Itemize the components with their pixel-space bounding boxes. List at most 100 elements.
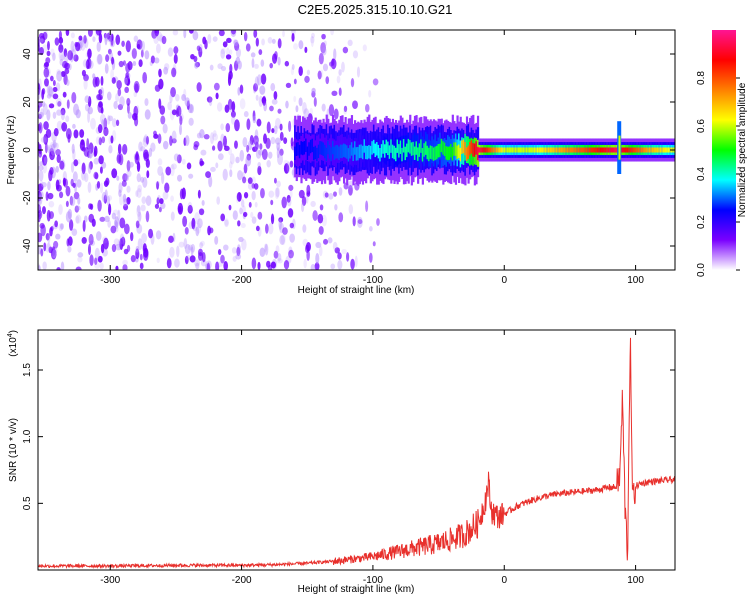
noise-speckle — [333, 48, 337, 61]
noise-speckle — [356, 66, 361, 78]
ridge-cell — [450, 143, 453, 158]
noise-speckle — [82, 220, 86, 232]
noise-speckle — [217, 261, 223, 267]
noise-speckle — [104, 189, 108, 200]
ridge-cell — [593, 147, 596, 153]
noise-speckle — [226, 37, 232, 43]
noise-speckle — [309, 107, 314, 116]
noise-speckle — [245, 43, 251, 52]
noise-speckle — [352, 216, 356, 227]
noise-speckle — [54, 220, 58, 228]
noise-speckle — [43, 121, 49, 130]
noise-speckle — [166, 258, 172, 269]
noise-speckle — [98, 32, 103, 44]
noise-speckle — [47, 233, 51, 244]
noise-speckle — [95, 231, 102, 241]
noise-speckle — [252, 115, 257, 124]
noise-speckle — [236, 244, 241, 256]
noise-speckle — [167, 101, 172, 111]
noise-speckle — [60, 70, 66, 78]
spectrogram-x-axis: -300 -200 -100 0 100 — [100, 30, 644, 286]
ridge-cell — [514, 147, 517, 153]
noise-speckle — [63, 178, 68, 188]
noise-speckle — [317, 70, 322, 80]
ridge-cell — [420, 139, 423, 153]
noise-speckle — [317, 213, 324, 224]
noise-speckle — [225, 123, 231, 133]
noise-speckle — [107, 115, 111, 125]
noise-speckle — [47, 192, 54, 200]
ridge-cell — [331, 140, 335, 155]
noise-speckle — [81, 146, 86, 152]
noise-speckle — [63, 73, 68, 86]
noise-speckle — [194, 212, 200, 224]
ridge-cell — [388, 145, 391, 159]
noise-speckle — [136, 205, 141, 217]
noise-speckle — [195, 262, 200, 270]
noise-speckle — [115, 226, 119, 233]
noise-speckle — [113, 101, 118, 110]
noise-speckle — [205, 171, 211, 179]
ridge-cell — [338, 146, 341, 160]
noise-speckle — [137, 184, 143, 193]
ridge-cell — [539, 147, 543, 153]
noise-speckle — [55, 148, 61, 156]
noise-speckle — [163, 66, 169, 75]
noise-speckle — [106, 91, 112, 101]
noise-speckle — [124, 223, 130, 235]
noise-speckle — [158, 78, 164, 90]
noise-speckle — [173, 153, 180, 162]
noise-speckle — [229, 161, 233, 169]
noise-speckle — [38, 113, 42, 120]
ridge-cell — [339, 144, 343, 159]
noise-speckle — [42, 31, 48, 40]
noise-speckle — [125, 40, 131, 53]
ridge-cell — [456, 145, 459, 159]
noise-speckle — [365, 103, 370, 113]
ridge-cell — [510, 147, 513, 153]
x-tick-label: -300 — [100, 575, 120, 586]
noise-speckle — [125, 174, 130, 181]
noise-speckle — [232, 255, 237, 262]
noise-speckle — [45, 191, 49, 202]
noise-speckle — [121, 180, 127, 187]
noise-speckle — [318, 245, 323, 257]
noise-speckle — [222, 41, 228, 48]
noise-speckle — [170, 164, 175, 177]
ridge-cell — [483, 147, 486, 153]
figure-title: C2E5.2025.315.10.10.G21 — [298, 2, 453, 17]
noise-speckle — [119, 96, 125, 107]
noise-speckle — [45, 243, 51, 253]
noise-speckle — [46, 93, 52, 99]
noise-speckle — [271, 38, 276, 44]
colorbar-ticks: 0.0 0.2 0.4 0.6 0.8 — [696, 71, 740, 277]
ridge-cell — [355, 147, 358, 161]
ridge-cell — [363, 140, 366, 168]
noise-speckle — [145, 195, 152, 206]
noise-speckle — [196, 45, 201, 52]
noise-speckle — [40, 108, 44, 119]
noise-speckle — [135, 105, 140, 114]
ridge-cell — [499, 147, 502, 153]
ridge-cell — [354, 141, 357, 155]
noise-speckle — [41, 87, 46, 95]
noise-speckle — [112, 209, 119, 216]
ridge-cell — [352, 147, 355, 162]
noise-speckle — [132, 61, 137, 67]
noise-speckle — [337, 259, 343, 270]
noise-speckle — [75, 266, 82, 270]
noise-speckle — [199, 129, 205, 139]
noise-speckle — [224, 219, 229, 228]
noise-speckle — [267, 36, 273, 44]
noise-speckle — [331, 58, 335, 66]
snr-y-label: SNR (10 * v/v) — [8, 418, 19, 482]
noise-speckle — [157, 165, 164, 177]
ridge-cell — [435, 145, 439, 160]
noise-speckle — [98, 155, 104, 165]
noise-speckle — [82, 59, 89, 68]
noise-speckle — [60, 261, 65, 270]
noise-speckle — [274, 187, 280, 200]
ridge-cell — [528, 147, 532, 153]
noise-speckle — [111, 243, 117, 253]
noise-speckle — [130, 254, 136, 263]
